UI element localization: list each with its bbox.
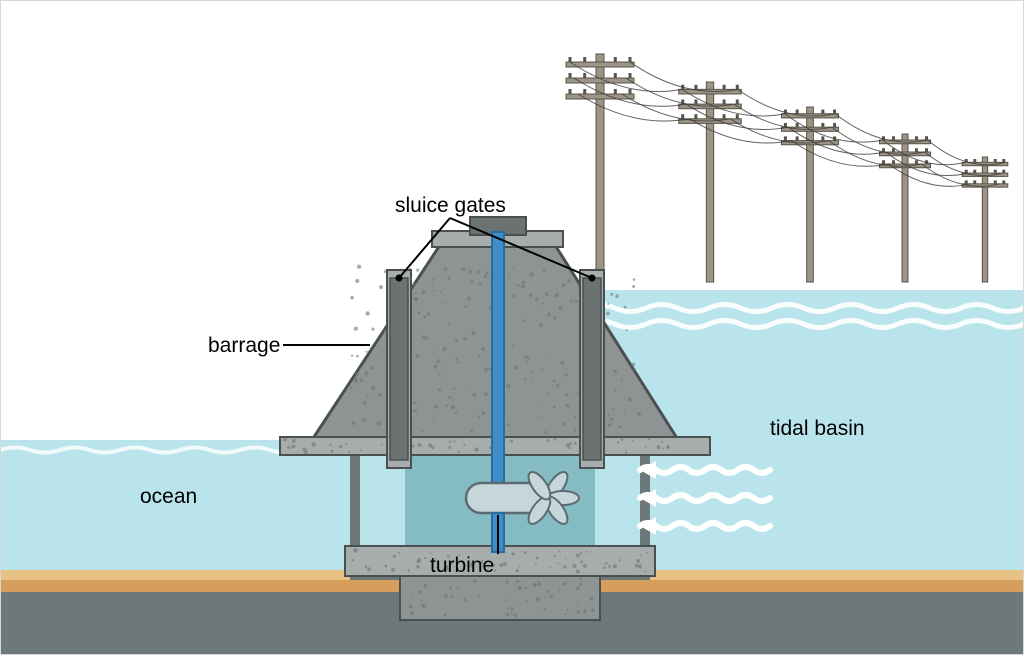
ocean-label: ocean (140, 485, 197, 508)
sluice-gate (580, 270, 604, 468)
sluice-gate (387, 270, 411, 468)
barrage-label: barrage (208, 334, 280, 357)
sluice-gates-label: sluice gates (395, 194, 506, 217)
turbine-label: turbine (430, 554, 494, 577)
tidal-basin-label: tidal basin (770, 417, 865, 440)
power-poles (566, 54, 1008, 282)
